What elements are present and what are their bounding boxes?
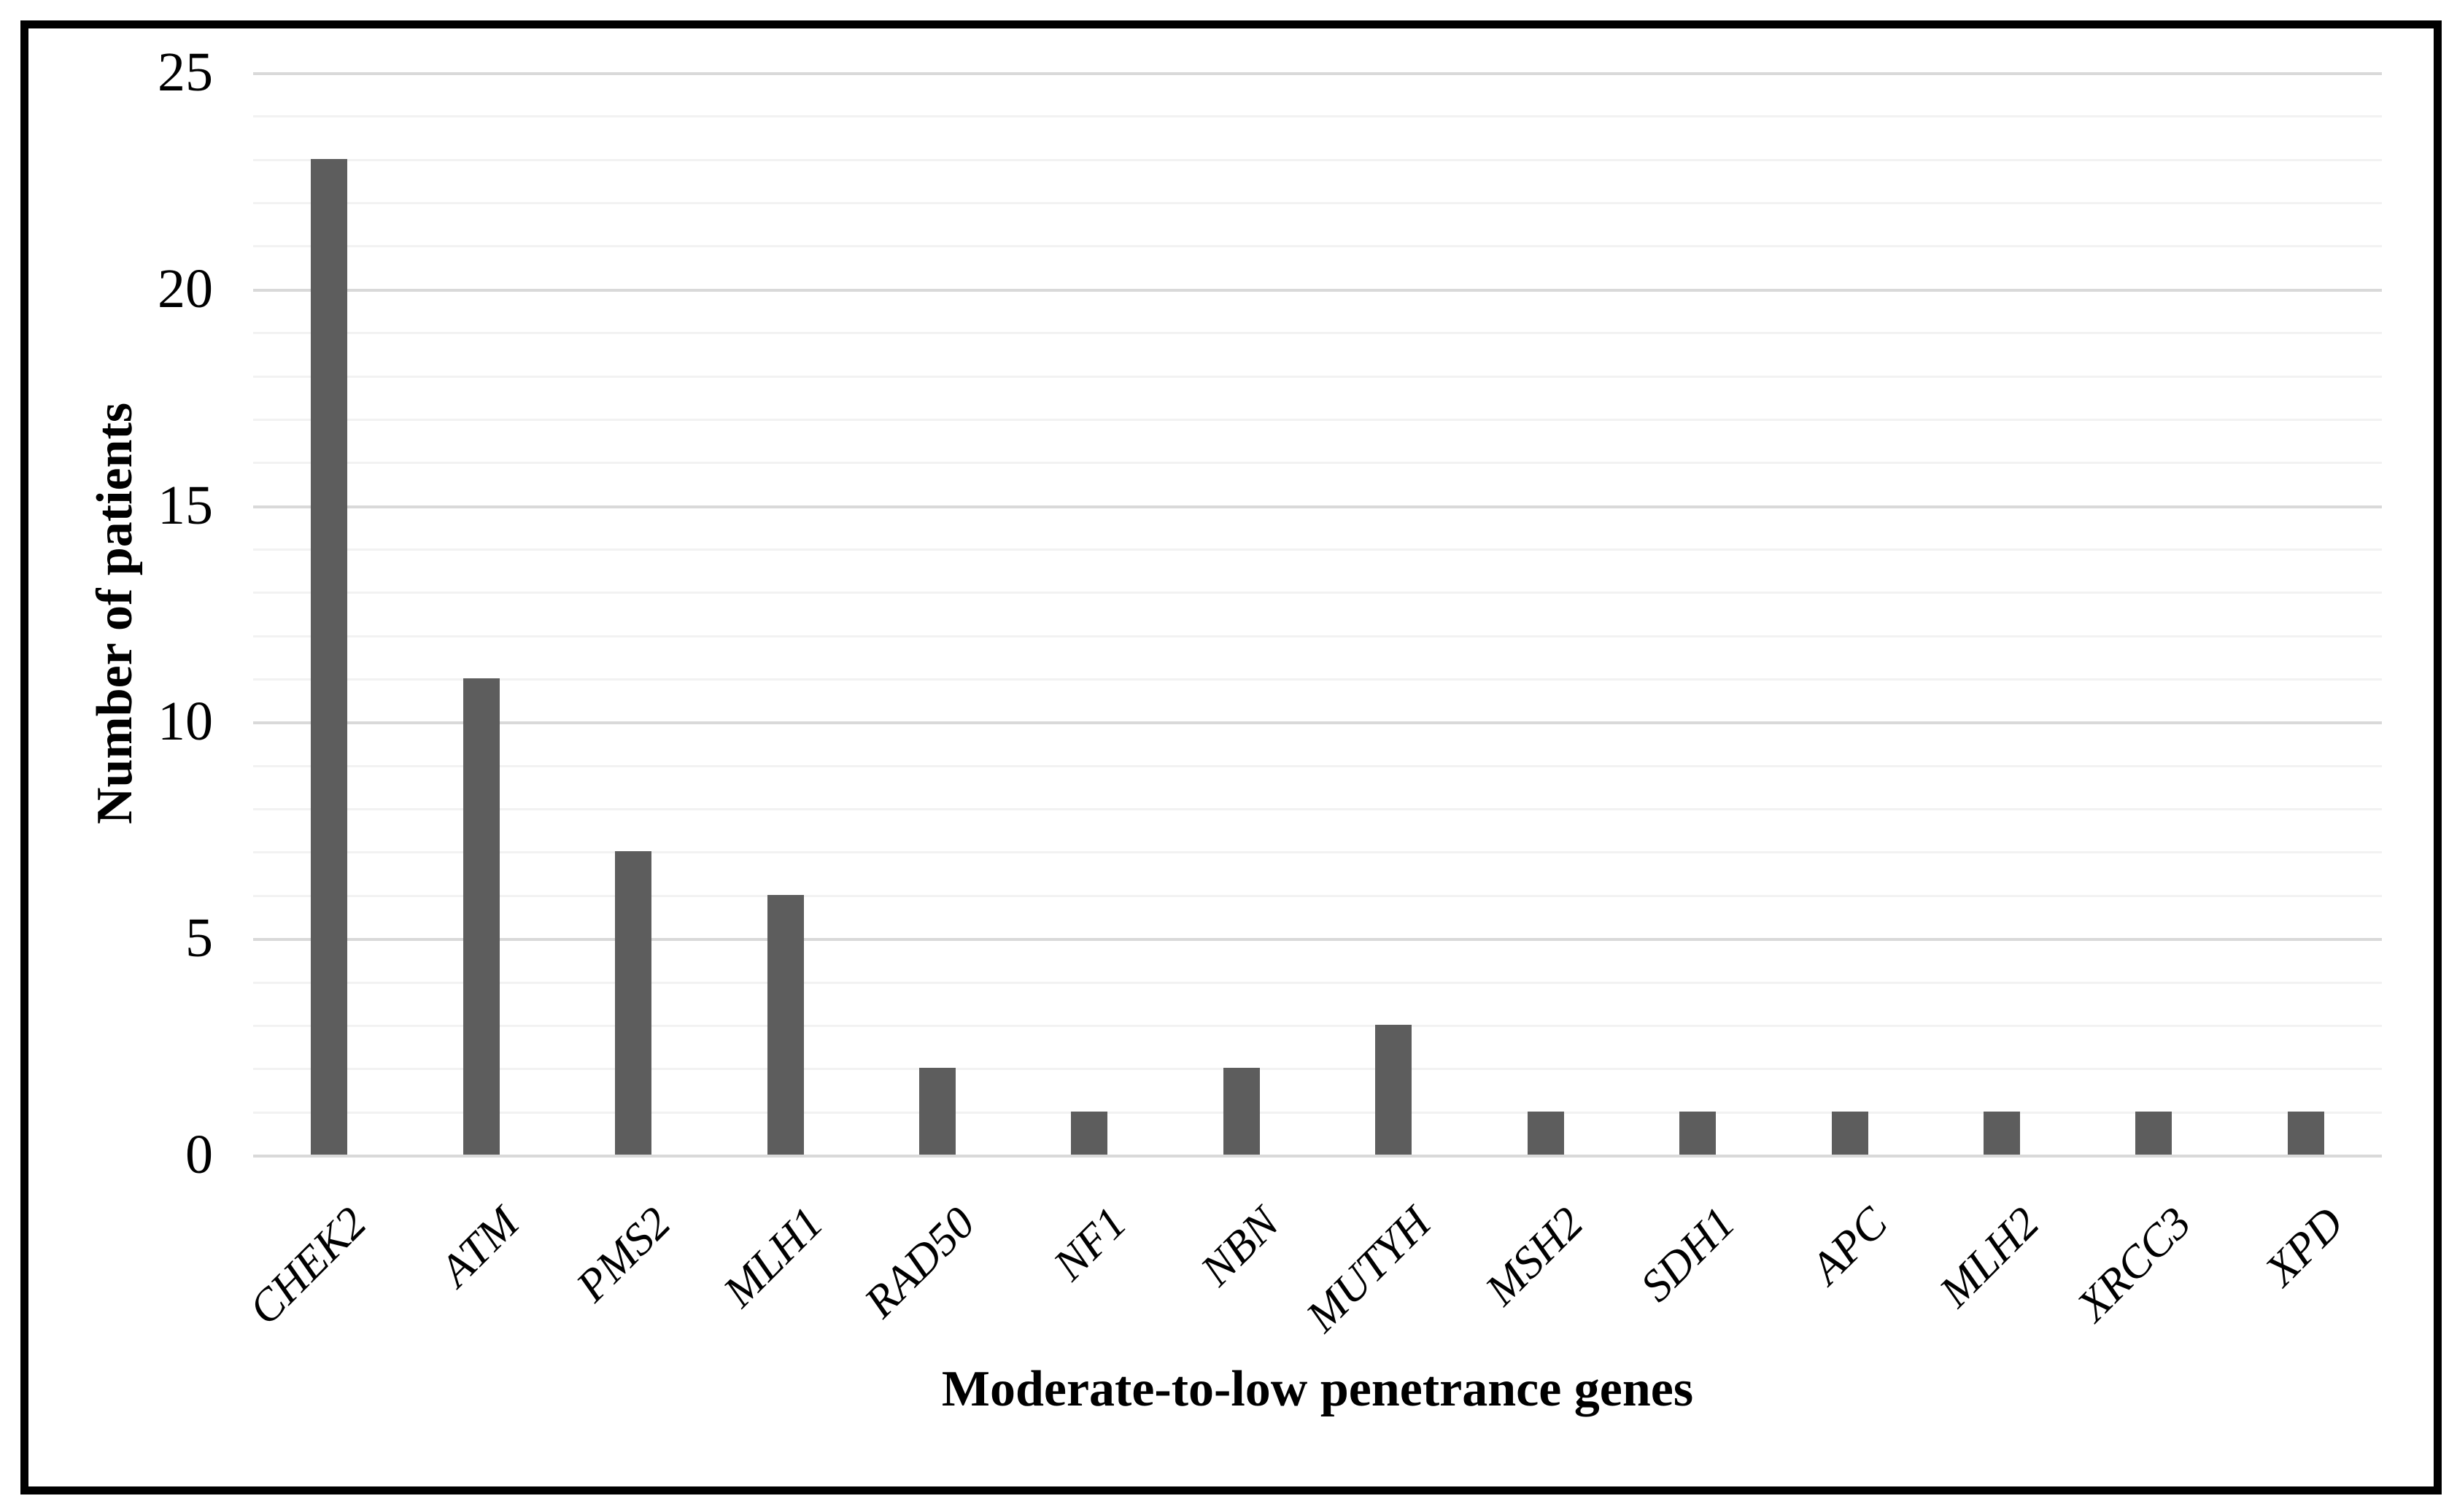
gridline-minor bbox=[253, 851, 2382, 854]
gridline-minor bbox=[253, 115, 2382, 118]
gridline-major bbox=[253, 288, 2382, 292]
gridline-minor bbox=[253, 245, 2382, 248]
gridline-minor bbox=[253, 1111, 2382, 1114]
gridline-minor bbox=[253, 375, 2382, 378]
x-axis-title: Moderate-to-low penetrance genes bbox=[941, 1361, 1694, 1417]
gridline-minor bbox=[253, 592, 2382, 594]
bar-NF1 bbox=[1071, 1111, 1108, 1155]
bar-ATM bbox=[463, 678, 500, 1155]
bar-SDH1 bbox=[1679, 1111, 1717, 1155]
gridline-minor bbox=[253, 548, 2382, 551]
gridline-major bbox=[253, 505, 2382, 508]
gridline-minor bbox=[253, 418, 2382, 421]
gridline-minor bbox=[253, 894, 2382, 897]
bar-PMS2 bbox=[615, 851, 652, 1155]
gridline-major bbox=[253, 938, 2382, 942]
gridline-minor bbox=[253, 462, 2382, 465]
bar-XRCC3 bbox=[2135, 1111, 2172, 1155]
chart-border-frame bbox=[20, 20, 2442, 1494]
gridline-minor bbox=[253, 332, 2382, 335]
gridline-major bbox=[253, 721, 2382, 725]
bar-RAD50 bbox=[918, 1068, 956, 1155]
bar-MUTYH bbox=[1375, 1024, 1412, 1155]
y-tick-label-15: 15 bbox=[158, 474, 213, 536]
bar-NBN bbox=[1223, 1068, 1260, 1155]
gridline-minor bbox=[253, 202, 2382, 205]
bar-XPD bbox=[2287, 1111, 2324, 1155]
bar-MLH1 bbox=[767, 894, 804, 1155]
gridline-minor bbox=[253, 1068, 2382, 1071]
x-axis-line bbox=[253, 1155, 2382, 1158]
gridline-minor bbox=[253, 678, 2382, 681]
bar-APC bbox=[1831, 1111, 1868, 1155]
y-tick-label-20: 20 bbox=[158, 257, 213, 319]
gridline-minor bbox=[253, 1024, 2382, 1027]
gridline-minor bbox=[253, 158, 2382, 161]
y-axis-title: Number of patients bbox=[87, 402, 143, 825]
gridline-minor bbox=[253, 764, 2382, 767]
y-tick-label-25: 25 bbox=[158, 42, 213, 103]
bar-MLH2 bbox=[1983, 1111, 2020, 1155]
gridline-minor bbox=[253, 808, 2382, 811]
y-tick-label-0: 0 bbox=[185, 1124, 213, 1185]
y-tick-label-5: 5 bbox=[185, 907, 213, 969]
gridline-minor bbox=[253, 635, 2382, 637]
y-tick-label-10: 10 bbox=[158, 691, 213, 753]
bar-CHEK2 bbox=[311, 158, 348, 1155]
gridline-major bbox=[253, 72, 2382, 75]
bar-MSH2 bbox=[1527, 1111, 1564, 1155]
gridline-minor bbox=[253, 981, 2382, 984]
